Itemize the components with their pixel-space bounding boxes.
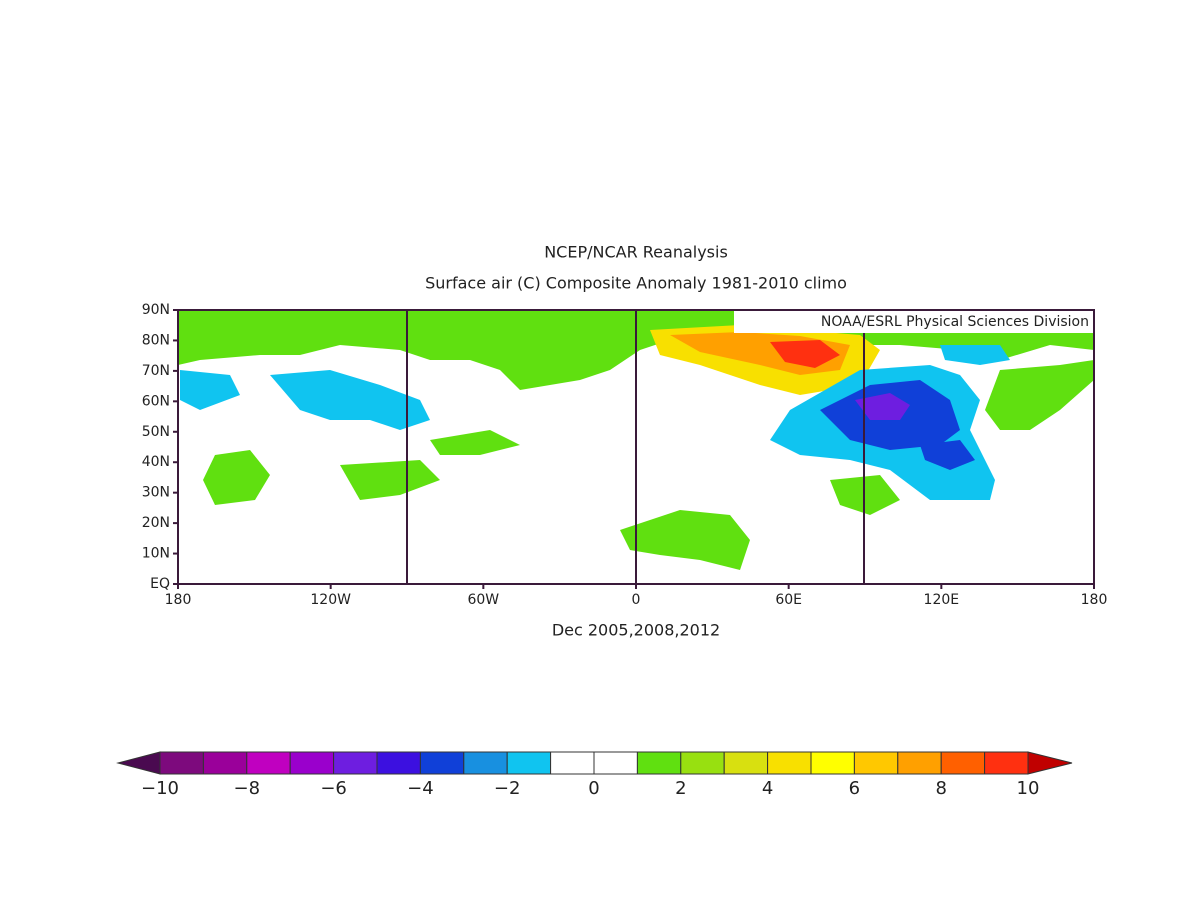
credit: NOAA/ESRL Physical Sciences Division xyxy=(821,314,1089,330)
colorbar-box xyxy=(940,751,986,775)
y-tick-label: 20N xyxy=(142,515,170,531)
y-tick-label: EQ xyxy=(150,576,170,592)
colorbar-box xyxy=(419,751,465,775)
colorbar-label: −4 xyxy=(407,778,434,799)
colorbar-label: 2 xyxy=(675,778,686,799)
colorbar-label: 0 xyxy=(588,778,599,799)
colorbar-box xyxy=(159,751,204,775)
colorbar-label: −6 xyxy=(320,778,347,799)
field-light-blue-4 xyxy=(940,345,1010,365)
colorbar-box xyxy=(723,751,769,775)
colorbar-box xyxy=(593,751,638,775)
field-green-4 xyxy=(203,450,270,505)
colorbar-box xyxy=(333,751,378,775)
field-green-7 xyxy=(430,430,520,455)
colorbar-box xyxy=(636,751,682,775)
caption: Dec 2005,2008,2012 xyxy=(552,621,720,640)
colorbar-label: 4 xyxy=(762,778,773,799)
field-blue-2 xyxy=(920,440,975,470)
field-green-5 xyxy=(340,460,440,500)
field-light-blue-2 xyxy=(270,370,430,430)
field-green-3 xyxy=(620,510,750,570)
colorbar-label: −2 xyxy=(494,778,521,799)
x-tick-label: 60E xyxy=(775,592,802,608)
field-purple xyxy=(855,393,910,420)
colorbar-box xyxy=(202,751,248,775)
colorbar-label: 10 xyxy=(1017,778,1040,799)
graticule xyxy=(406,310,865,584)
y-tick-label: 90N xyxy=(142,302,170,318)
colorbar-box xyxy=(767,751,812,775)
y-tick-label: 70N xyxy=(142,363,170,379)
colorbar-box xyxy=(680,751,725,775)
y-tick-label: 30N xyxy=(142,485,170,501)
colorbar-box xyxy=(463,751,508,775)
x-tick-label: 120E xyxy=(924,592,960,608)
colorbar-box xyxy=(289,751,335,775)
y-tick-label: 80N xyxy=(142,332,170,348)
colorbar-box xyxy=(897,751,942,775)
colorbar-over xyxy=(1027,751,1073,775)
colorbar-under xyxy=(116,751,161,775)
field-light-blue-3 xyxy=(180,370,240,410)
colorbar-box xyxy=(506,751,552,775)
colorbar-label: −10 xyxy=(141,778,179,799)
colorbar-box xyxy=(853,751,899,775)
x-tick-label: 0 xyxy=(632,592,641,608)
x-tick-label: 120W xyxy=(310,592,351,608)
credit-box xyxy=(734,311,1093,333)
x-tick-label: 180 xyxy=(165,592,192,608)
field-red xyxy=(770,340,840,368)
x-tick-label: 180 xyxy=(1081,592,1108,608)
x-tick-label: 60W xyxy=(467,592,499,608)
y-tick-label: 10N xyxy=(142,546,170,562)
colorbar-box xyxy=(810,751,855,775)
field-green-2 xyxy=(985,360,1094,430)
colorbar-box xyxy=(984,751,1029,775)
colorbar-label: −8 xyxy=(234,778,261,799)
y-tick-label: 50N xyxy=(142,424,170,440)
title: NCEP/NCAR Reanalysis xyxy=(544,243,728,262)
colorbar-box xyxy=(550,751,595,775)
y-tick-label: 60N xyxy=(142,393,170,409)
subtitle: Surface air (C) Composite Anomaly 1981-2… xyxy=(425,274,847,293)
colorbar-label: 8 xyxy=(935,778,946,799)
colorbar-label: 6 xyxy=(849,778,860,799)
colorbar-box xyxy=(376,751,421,775)
colorbar-box xyxy=(246,751,291,775)
y-tick-label: 40N xyxy=(142,454,170,470)
